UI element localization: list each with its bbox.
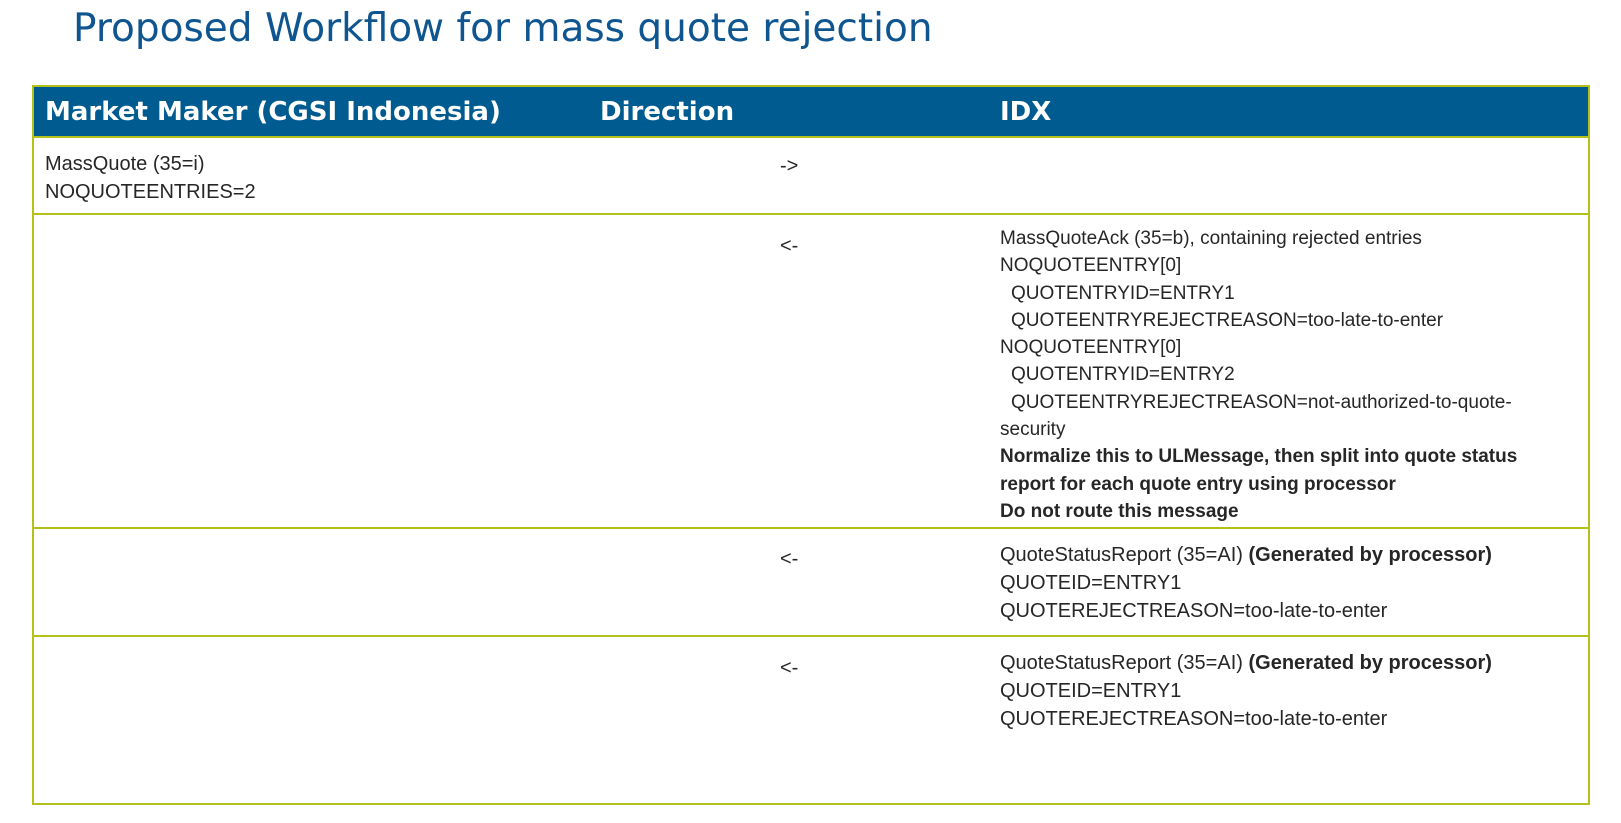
processing-note: Normalize this to ULMessage, then split … [1000,446,1518,468]
message-type: QuoteStatusReport (35=AI) [1000,544,1243,566]
message-line: QuoteStatusReport (35=AI) (Generated by … [1000,541,1492,569]
direction-arrow: <- [780,548,799,570]
direction-arrow: -> [780,155,799,177]
direction-arrow: <- [780,657,799,679]
idx-cell: MassQuoteAck (35=b), containing rejected… [1000,225,1517,525]
header-idx: IDX [1000,97,1052,127]
message-line: QUOTEREJECTREASON=too-late-to-enter [1000,600,1388,622]
message-line: NOQUOTEENTRY[0] [1000,255,1182,277]
message-line: MassQuoteAck (35=b), containing rejected… [1000,228,1422,249]
message-line: MassQuote (35=i) [45,153,205,175]
processing-note: report for each quote entry using proces… [1000,473,1396,495]
message-line: QUOTEENTRYREJECTREASON=too-late-to-enter [1011,309,1444,331]
message-line: QUOTENTRYID=ENTRY1 [1011,282,1235,304]
table-header-row: Market Maker (CGSI Indonesia) Direction … [34,87,1588,138]
message-type: QuoteStatusReport (35=AI) [1000,652,1243,674]
message-line: security [1000,419,1066,441]
message-line: QUOTEREJECTREASON=too-late-to-enter [1000,708,1388,730]
table-row-mass-quote-ack: <- MassQuoteAck (35=b), containing rejec… [34,213,1588,527]
processing-note: Do not route this message [1000,500,1239,522]
workflow-table: Market Maker (CGSI Indonesia) Direction … [32,85,1590,805]
message-line: NOQUOTEENTRIES=2 [45,181,256,203]
table-row-quote-status-report: <- QuoteStatusReport (35=AI) (Generated … [34,527,1588,637]
direction-arrow: <- [780,235,799,257]
header-market-maker: Market Maker (CGSI Indonesia) [45,97,501,127]
message-line: QUOTEID=ENTRY1 [1000,572,1182,594]
page-title: Proposed Workflow for mass quote rejecti… [73,6,933,51]
market-maker-cell: MassQuote (35=i) NOQUOTEENTRIES=2 [45,150,256,206]
message-line: QUOTENTRYID=ENTRY2 [1011,364,1235,386]
idx-cell: QuoteStatusReport (35=AI) (Generated by … [1000,541,1492,625]
generated-note: (Generated by processor) [1248,652,1492,674]
message-line: NOQUOTEENTRY[0] [1000,337,1182,359]
idx-cell: QuoteStatusReport (35=AI) (Generated by … [1000,649,1492,733]
generated-note: (Generated by processor) [1248,544,1492,566]
table-row-mass-quote: MassQuote (35=i) NOQUOTEENTRIES=2 -> [34,136,1588,219]
message-line: QUOTEID=ENTRY1 [1000,680,1182,702]
message-line: QuoteStatusReport (35=AI) (Generated by … [1000,649,1492,677]
header-direction: Direction [600,97,735,127]
message-line: QUOTEENTRYREJECTREASON=not-authorized-to… [1011,391,1512,413]
table-row-quote-status-report: <- QuoteStatusReport (35=AI) (Generated … [34,635,1588,805]
